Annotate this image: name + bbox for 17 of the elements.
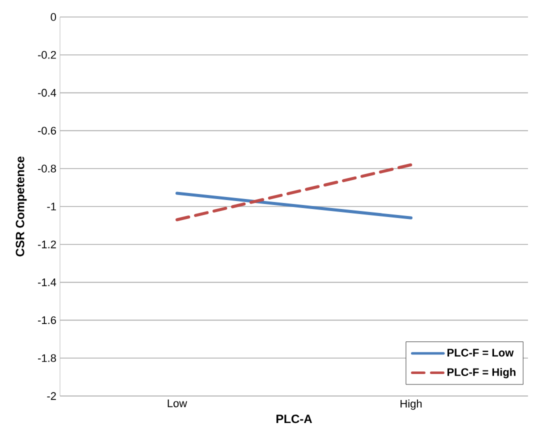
x-tick-label: Low — [168, 400, 188, 408]
y-tick-label: -0.8 — [38, 164, 56, 172]
y-tick-label: -1.2 — [38, 240, 56, 248]
y-tick-label: -0.4 — [38, 88, 56, 97]
legend-label: PLC-F = High — [448, 368, 516, 378]
y-tick-label: -0.2 — [38, 51, 56, 59]
x-axis-title: PLC-A — [276, 414, 312, 424]
y-tick-label: 0 — [50, 13, 56, 21]
y-tick-label: -1 — [47, 202, 56, 210]
y-tick-label: -2 — [47, 392, 56, 400]
legend-label: PLC-F = Low — [448, 348, 514, 357]
y-tick-label: -1.4 — [38, 278, 56, 286]
y-tick-label: -0.6 — [38, 126, 56, 135]
y-tick-label: -1.6 — [38, 316, 56, 324]
x-tick-label: High — [400, 400, 422, 410]
y-tick-label: -1.8 — [38, 354, 56, 362]
y-axis-title: CSR Competence — [16, 156, 27, 256]
